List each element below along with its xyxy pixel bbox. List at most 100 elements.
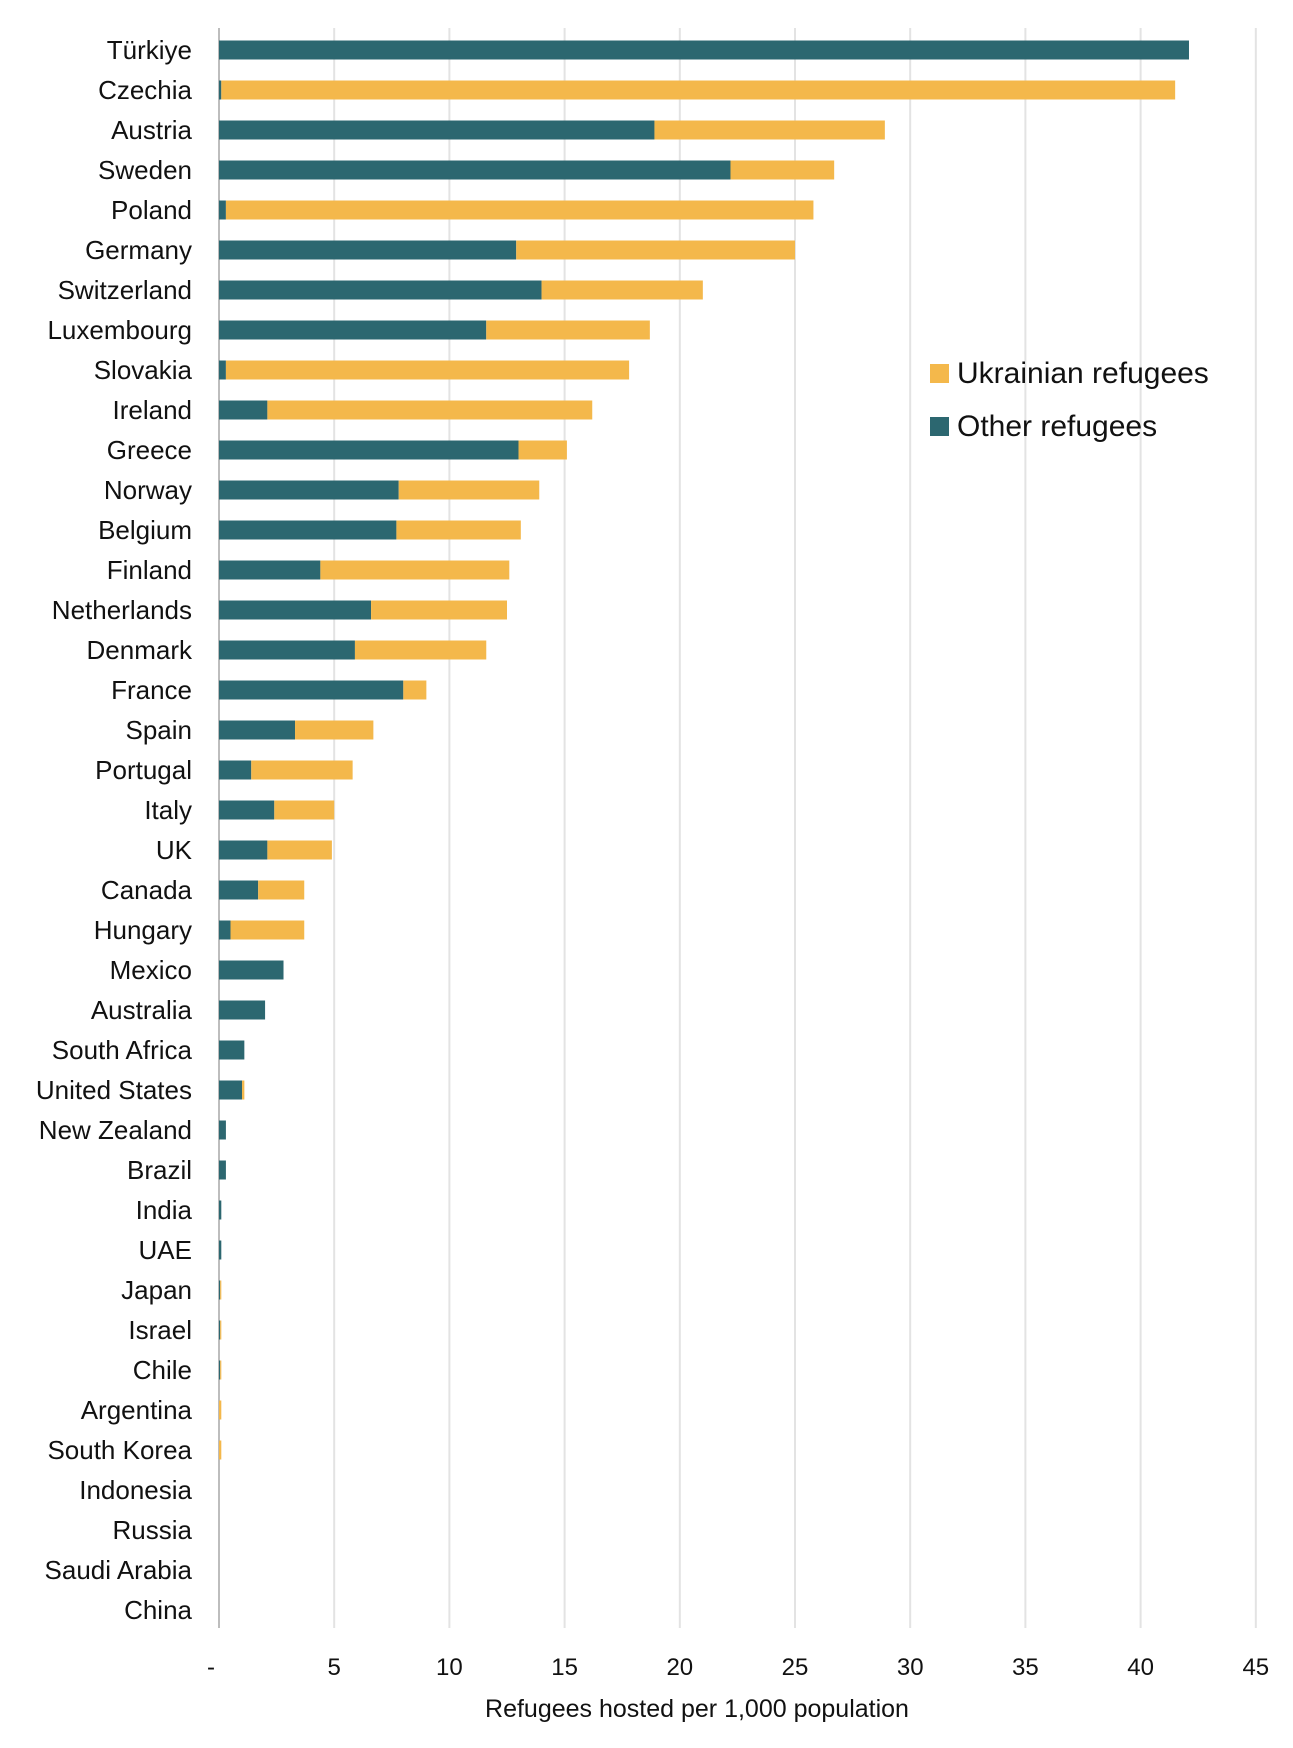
x-tick-label: 20: [666, 1654, 693, 1681]
category-label: Canada: [101, 875, 193, 905]
x-tick-label: 30: [897, 1654, 924, 1681]
bar-ukrainian-refugees: [371, 600, 507, 620]
bar-other-refugees: [219, 1280, 221, 1300]
bar-other-refugees: [219, 1120, 226, 1140]
bar-ukrainian-refugees: [221, 80, 1176, 100]
category-label: UAE: [139, 1235, 192, 1265]
bar-ukrainian-refugees: [267, 840, 332, 860]
bar-other-refugees: [219, 200, 226, 220]
x-tick-label: 40: [1127, 1654, 1154, 1681]
bar-ukrainian-refugees: [225, 200, 814, 220]
bar-other-refugees: [219, 440, 519, 460]
bar-other-refugees: [219, 240, 517, 260]
bar-ukrainian-refugees: [230, 920, 305, 940]
category-label: Ireland: [113, 395, 193, 425]
bar-other-refugees: [219, 320, 487, 340]
bar-other-refugees: [219, 480, 399, 500]
bar-other-refugees: [219, 1080, 243, 1100]
bar-ukrainian-refugees: [267, 400, 593, 420]
bar-ukrainian-refugees: [219, 1440, 222, 1460]
category-label: Poland: [111, 195, 192, 225]
bar-other-refugees: [219, 280, 542, 300]
bar-ukrainian-refugees: [730, 160, 835, 180]
legend-swatch: [930, 417, 949, 436]
bar-ukrainian-refugees: [242, 1080, 245, 1100]
x-tick-label: -: [207, 1654, 215, 1681]
bar-other-refugees: [219, 720, 296, 740]
category-label: South Africa: [52, 1035, 193, 1065]
category-label: Sweden: [98, 155, 192, 185]
category-label: India: [136, 1195, 193, 1225]
bar-ukrainian-refugees: [220, 1320, 222, 1340]
category-label: Czechia: [98, 75, 192, 105]
category-label: Hungary: [94, 915, 192, 945]
bar-other-refugees: [219, 640, 355, 660]
category-label: Türkiye: [107, 35, 192, 65]
bar-other-refugees: [219, 1360, 221, 1380]
bar-ukrainian-refugees: [320, 560, 510, 580]
bar-ukrainian-refugees: [251, 760, 353, 780]
bar-other-refugees: [219, 600, 372, 620]
category-label: China: [124, 1595, 192, 1625]
bar-other-refugees: [219, 1320, 221, 1340]
legend-label: Other refugees: [957, 410, 1157, 443]
category-label: Brazil: [127, 1155, 192, 1185]
bar-other-refugees: [219, 920, 231, 940]
bar-ukrainian-refugees: [398, 480, 540, 500]
bar-ukrainian-refugees: [396, 520, 521, 540]
bar-ukrainian-refugees: [403, 680, 427, 700]
bar-other-refugees: [219, 1200, 222, 1220]
bar-other-refugees: [219, 1000, 266, 1020]
category-label: Russia: [113, 1515, 193, 1545]
category-label: South Korea: [47, 1435, 192, 1465]
bar-ukrainian-refugees: [225, 360, 630, 380]
bar-ukrainian-refugees: [258, 880, 305, 900]
bar-ukrainian-refugees: [220, 1360, 222, 1380]
bar-other-refugees: [219, 1160, 226, 1180]
bar-other-refugees: [219, 360, 226, 380]
bar-ukrainian-refugees: [219, 1400, 222, 1420]
bar-other-refugees: [219, 960, 284, 980]
bar-ukrainian-refugees: [518, 440, 567, 460]
category-label: Luxembourg: [47, 315, 192, 345]
bar-other-refugees: [219, 840, 268, 860]
legend: Ukrainian refugees Other refugees: [930, 357, 1209, 443]
bar-other-refugees: [219, 160, 731, 180]
bar-other-refugees: [219, 560, 321, 580]
bar-other-refugees: [219, 80, 222, 100]
x-tick-label: 15: [551, 1654, 578, 1681]
category-label: Spain: [126, 715, 193, 745]
category-label: Denmark: [87, 635, 193, 665]
bar-layer: [219, 40, 1189, 1460]
category-label: Switzerland: [58, 275, 192, 305]
bar-other-refugees: [219, 880, 259, 900]
category-label: Japan: [121, 1275, 192, 1305]
bar-other-refugees: [219, 40, 1189, 60]
bar-other-refugees: [219, 400, 268, 420]
bar-ukrainian-refugees: [295, 720, 374, 740]
category-label: Slovakia: [94, 355, 193, 385]
x-tick-label: 35: [1012, 1654, 1039, 1681]
bar-other-refugees: [219, 1040, 245, 1060]
category-label: Italy: [144, 795, 192, 825]
category-label: Belgium: [98, 515, 192, 545]
category-label: United States: [36, 1075, 192, 1105]
bar-ukrainian-refugees: [354, 640, 487, 660]
bar-other-refugees: [219, 800, 275, 820]
x-tick-label: 25: [782, 1654, 809, 1681]
bar-ukrainian-refugees: [220, 1280, 222, 1300]
bar-other-refugees: [219, 760, 252, 780]
x-tick-labels: - 5 10 15 20 25 30 35 40 45: [207, 1654, 1269, 1681]
bar-ukrainian-refugees: [274, 800, 335, 820]
category-label: Finland: [107, 555, 192, 585]
legend-label: Ukrainian refugees: [957, 357, 1209, 390]
category-label: Netherlands: [52, 595, 192, 625]
category-label: Norway: [104, 475, 192, 505]
bar-ukrainian-refugees: [541, 280, 703, 300]
bar-other-refugees: [219, 120, 655, 140]
legend-swatch: [930, 364, 949, 383]
category-label: Greece: [107, 435, 192, 465]
bar-other-refugees: [219, 1240, 222, 1260]
category-label: Mexico: [110, 955, 192, 985]
